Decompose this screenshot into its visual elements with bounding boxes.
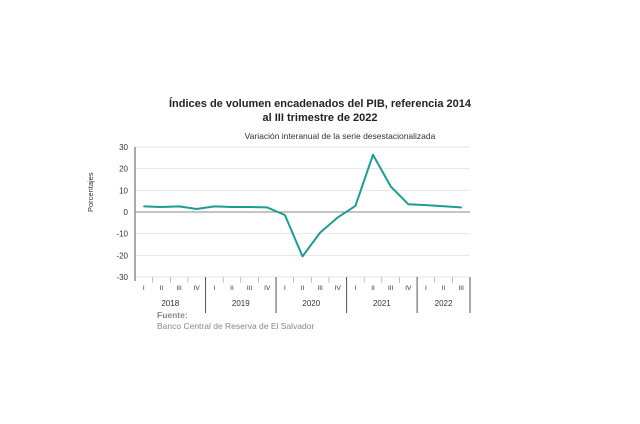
x-quarter-label: IV	[194, 285, 201, 292]
data-point	[442, 205, 445, 207]
chart-title-line-1: Índices de volumen encadenados del PIB, …	[168, 98, 471, 110]
data-point	[213, 205, 216, 208]
x-quarter-label: IV	[264, 285, 271, 292]
x-quarter-label: IV	[405, 285, 412, 292]
data-point	[372, 154, 374, 156]
x-year-label: 2020	[302, 299, 320, 308]
data-point	[178, 205, 180, 208]
x-quarter-label: I	[143, 285, 145, 292]
data-point	[301, 255, 304, 258]
data-point	[425, 204, 427, 206]
x-quarter-label: II	[301, 285, 305, 292]
data-point	[354, 205, 357, 207]
data-point	[195, 208, 198, 210]
y-tick-label: -30	[116, 273, 128, 282]
data-point	[143, 205, 145, 208]
data-point	[231, 206, 233, 208]
data-point	[336, 216, 339, 219]
x-quarter-label: II	[371, 285, 375, 292]
x-year-label: 2019	[232, 299, 250, 308]
x-year-label: 2018	[161, 299, 179, 308]
x-quarter-label: I	[213, 285, 215, 292]
x-quarter-label: I	[284, 285, 286, 292]
x-quarter-label: III	[317, 285, 323, 292]
series-line	[143, 153, 462, 258]
x-quarter-label: IV	[335, 285, 342, 292]
y-tick-label: 10	[119, 186, 128, 195]
x-year-label: 2022	[435, 299, 453, 308]
data-point	[160, 206, 163, 208]
x-quarter-label: II	[442, 285, 446, 292]
y-tick-label: 20	[119, 165, 128, 174]
data-point	[460, 206, 462, 209]
data-point	[389, 185, 392, 188]
data-point	[319, 231, 321, 234]
y-tick-label: -20	[116, 251, 128, 260]
x-quarter-label: III	[247, 285, 253, 292]
y-tick-label: 30	[119, 143, 128, 152]
y-tick-label: 0	[124, 208, 129, 217]
x-quarter-label: III	[388, 285, 394, 292]
data-point	[266, 206, 269, 209]
x-quarter-label: III	[458, 285, 464, 292]
x-quarter-label: I	[425, 285, 427, 292]
source-label: Fuente:	[157, 310, 188, 320]
x-quarter-label: III	[176, 285, 182, 292]
data-point	[248, 206, 251, 208]
x-quarter-label: II	[160, 285, 164, 292]
x-quarter-label: I	[354, 285, 356, 292]
y-tick-label: -10	[116, 230, 128, 239]
chart-subtitle: Variación interanual de la serie desesta…	[244, 131, 436, 141]
chart-title-line-2: al III trimestre de 2022	[262, 112, 378, 124]
data-point	[284, 214, 286, 216]
source-text: Banco Central de Reserva de El Salvador	[157, 321, 315, 331]
x-year-label: 2021	[373, 299, 391, 308]
x-quarter-label: II	[230, 285, 234, 292]
data-point	[407, 203, 410, 205]
